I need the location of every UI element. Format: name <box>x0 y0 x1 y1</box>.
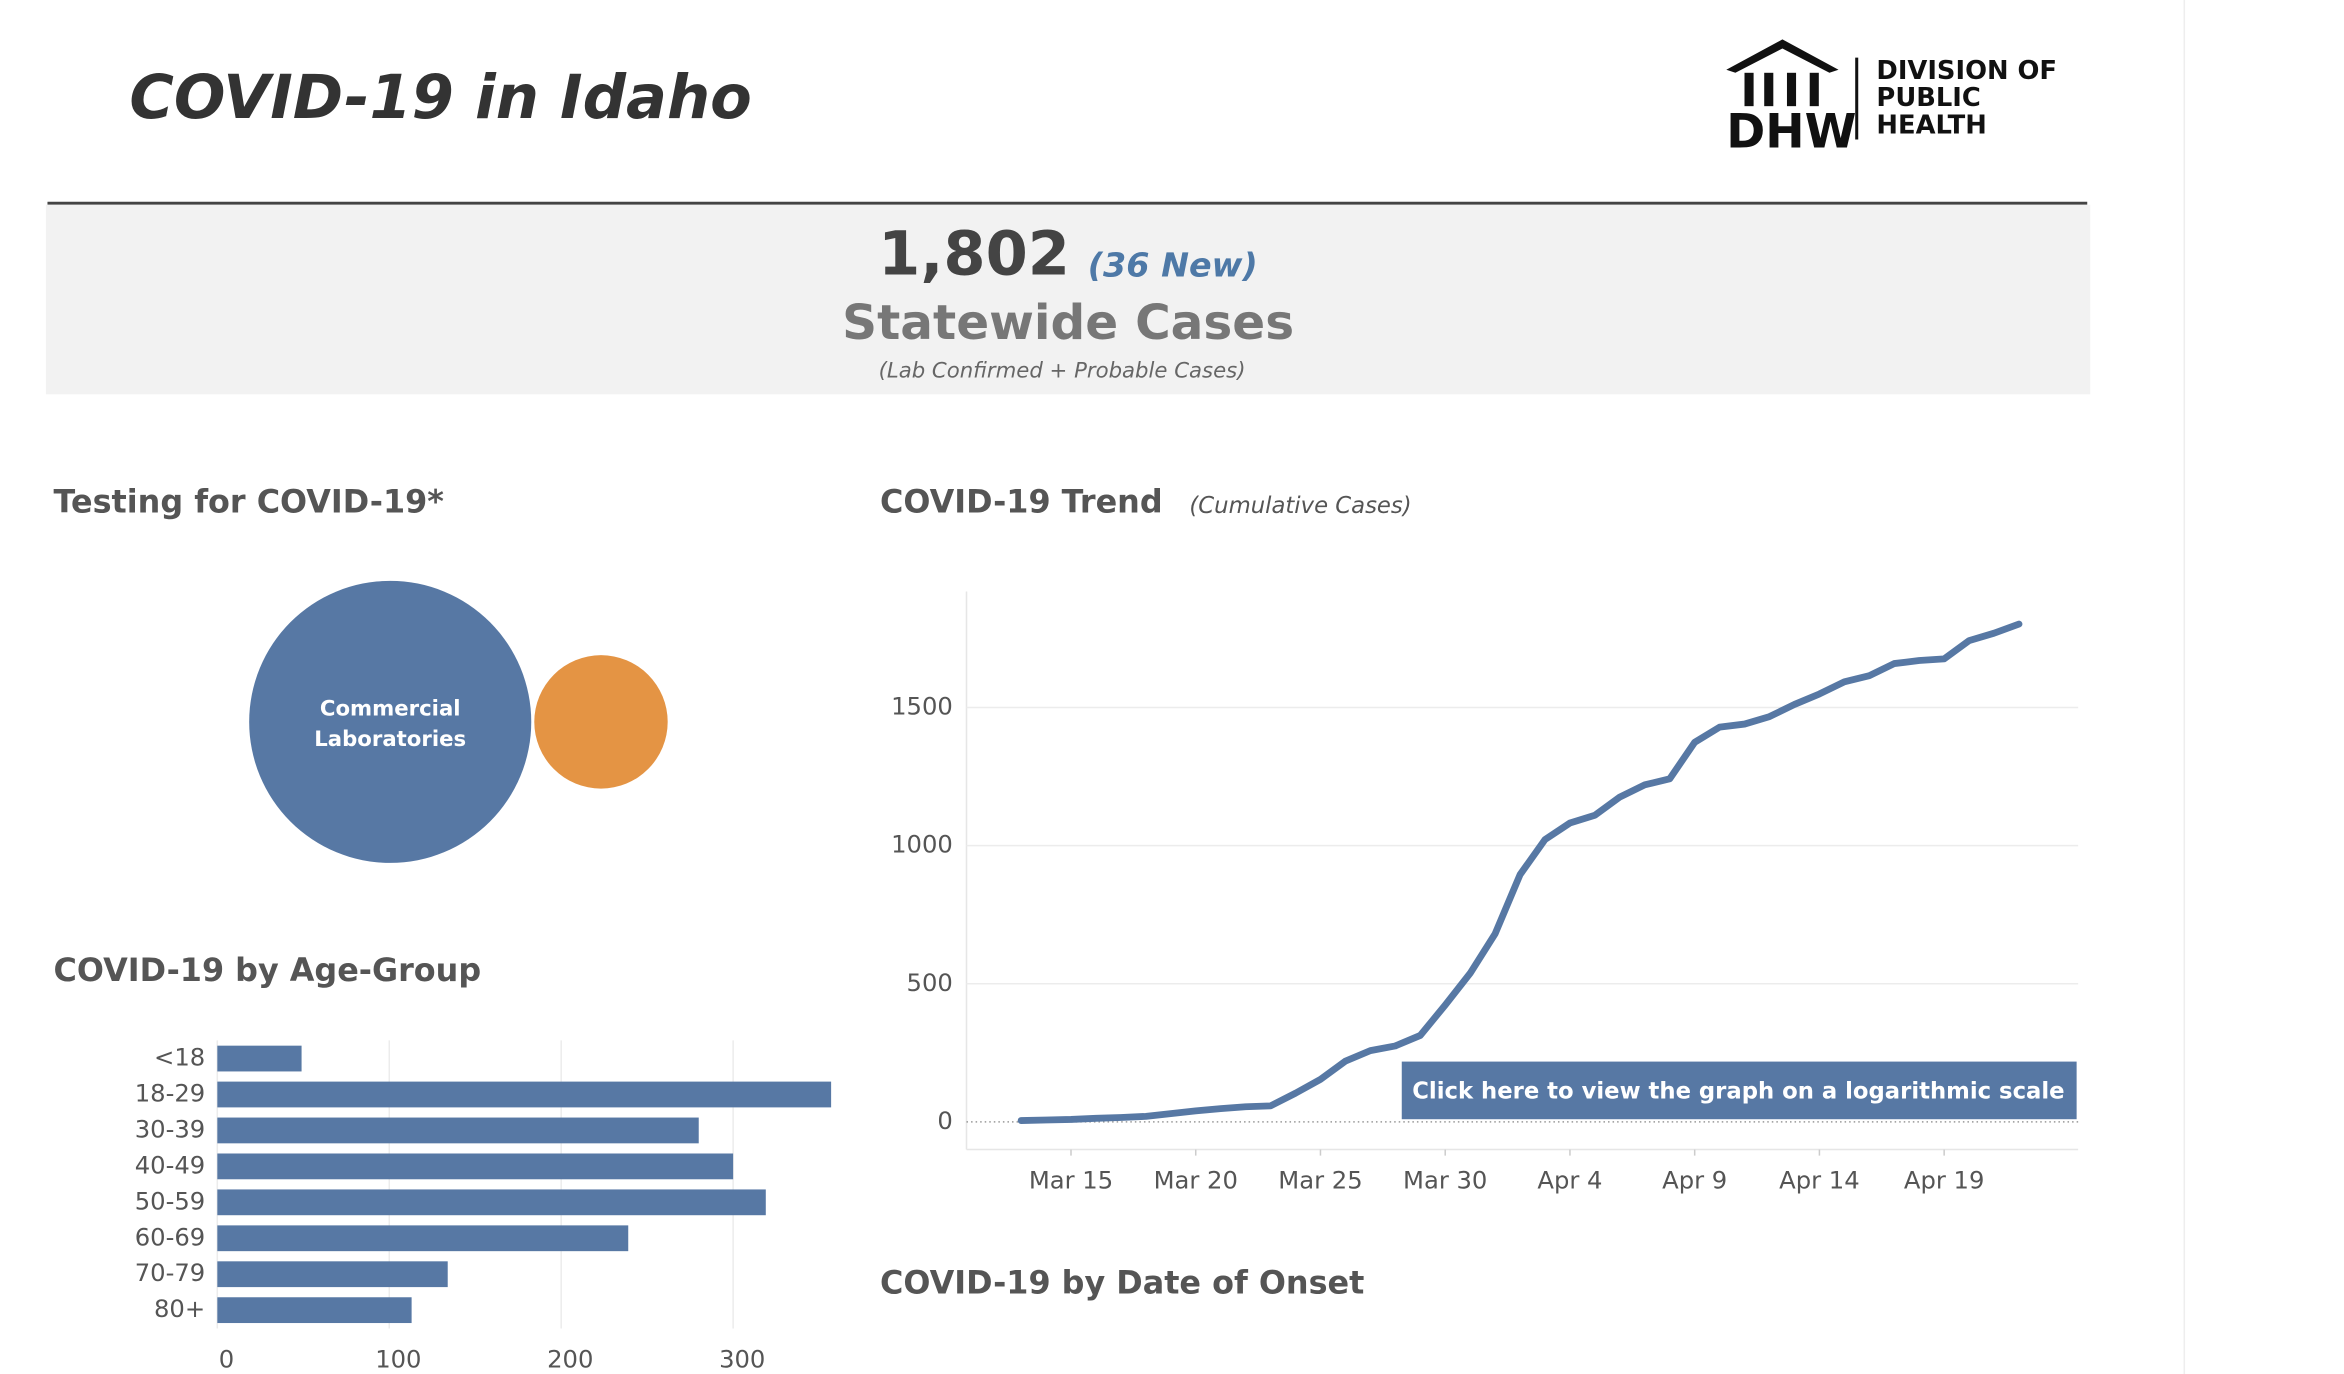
button-label: Click here to view the graph on a logari… <box>1412 1078 2064 1104</box>
total-cases: 1,802 <box>878 219 1070 289</box>
y-tick-label: 50-59 <box>135 1186 205 1215</box>
org-line: HEALTH <box>1876 110 1986 140</box>
section-title: COVID-19 Trend <box>880 482 1163 520</box>
y-tick-label: 80+ <box>154 1294 205 1323</box>
y-tick-label: <18 <box>154 1043 205 1072</box>
x-tick-label: Mar 15 <box>1029 1165 1113 1194</box>
trend-line <box>1017 620 2023 1124</box>
org-line: PUBLIC <box>1876 83 1980 113</box>
bar <box>217 1117 699 1144</box>
x-tick-label: 100 <box>375 1344 421 1373</box>
y-tick-label: 60-69 <box>135 1222 205 1251</box>
x-tick-label: Apr 4 <box>1537 1165 1602 1194</box>
bar <box>217 1225 629 1252</box>
bar <box>217 1153 734 1180</box>
summary-panel <box>45 204 2091 395</box>
bar <box>217 1189 766 1216</box>
page-title: COVID-19 in Idaho <box>129 63 751 133</box>
x-tick-label: Apr 9 <box>1662 1165 1727 1194</box>
bubble-label-line: Laboratories <box>314 727 466 752</box>
button-bg <box>1401 1061 2077 1120</box>
x-tick-label: Apr 14 <box>1779 1165 1860 1194</box>
y-tick-label: 30-39 <box>135 1114 205 1143</box>
bar <box>217 1261 448 1288</box>
x-tick-label: Mar 25 <box>1278 1165 1362 1194</box>
y-tick-label: 0 <box>937 1106 952 1135</box>
y-tick-label: 18-29 <box>135 1078 205 1107</box>
section-title: Testing for COVID-19* <box>54 482 444 520</box>
x-tick-label: 300 <box>719 1344 765 1373</box>
bubble-label: Commercial Laboratories <box>314 697 466 752</box>
summary-note: (Lab Confirmed + Probable Cases) <box>879 359 1246 384</box>
bar <box>217 1045 302 1072</box>
x-tick-label: 200 <box>547 1344 593 1373</box>
x-tick-label: 0 <box>219 1344 234 1373</box>
section-subtitle: (Cumulative Cases) <box>1189 493 1411 519</box>
section-title: COVID-19 by Date of Onset <box>880 1264 1364 1302</box>
bubble-label-line: Commercial <box>320 697 461 722</box>
x-tick-label: Apr 19 <box>1904 1165 1985 1194</box>
logo: DHW DIVISION OF PUBLIC HEALTH <box>1726 39 2057 159</box>
bubble <box>249 580 532 863</box>
x-tick-label: Mar 20 <box>1154 1165 1238 1194</box>
summary-label: Statewide Cases <box>842 295 1294 351</box>
bar <box>217 1081 832 1108</box>
section-title: COVID-19 by Age-Group <box>54 951 482 989</box>
x-tick-label: Mar 30 <box>1403 1165 1487 1194</box>
y-tick-label: 1000 <box>891 830 953 859</box>
org-line: DIVISION OF <box>1876 56 2057 86</box>
logo-text: DHW <box>1726 104 1856 159</box>
bubble <box>534 655 668 789</box>
new-cases: (36 New) <box>1088 245 1258 284</box>
bar <box>217 1297 412 1324</box>
y-tick-label: 1500 <box>891 691 953 720</box>
log-scale-button[interactable]: Click here to view the graph on a logari… <box>1401 1061 2077 1120</box>
y-tick-label: 500 <box>907 968 953 997</box>
y-tick-label: 40-49 <box>135 1150 205 1179</box>
y-tick-label: 70-79 <box>135 1258 205 1287</box>
